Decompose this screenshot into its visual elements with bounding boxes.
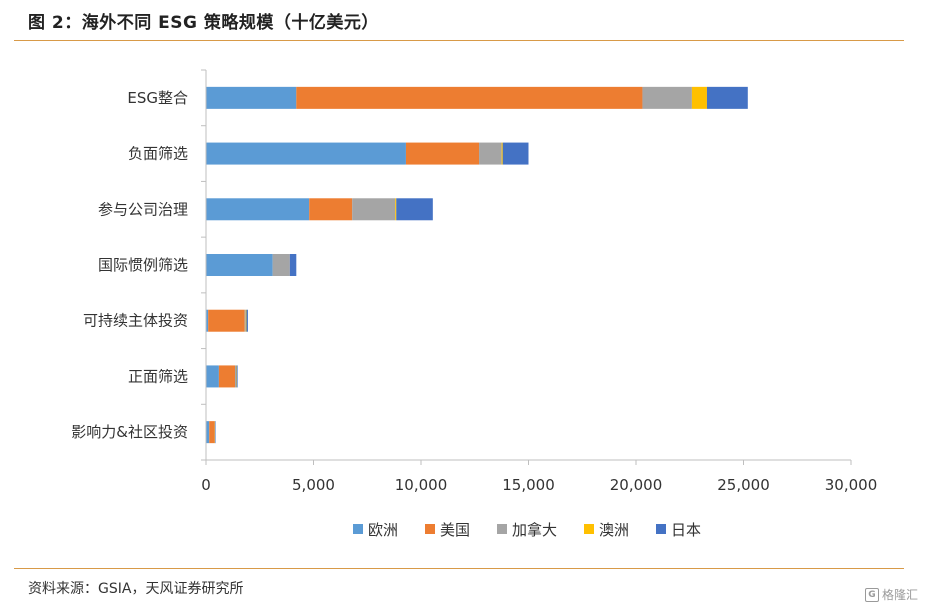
bar-segment <box>309 198 353 221</box>
watermark-logo-icon: G <box>864 587 879 602</box>
source-note: 资料来源：GSIA，天风证券研究所 <box>28 581 244 597</box>
watermark-text: 格隆汇 <box>881 588 918 602</box>
category-label: 正面筛选 <box>128 367 188 385</box>
bar-segment <box>208 309 245 332</box>
bar-segment <box>245 309 247 332</box>
legend-label: 澳洲 <box>599 521 629 539</box>
bar-segment <box>405 142 480 165</box>
x-tick-label: 30,000 <box>825 476 878 494</box>
category-label: 影响力&社区投资 <box>71 423 188 441</box>
bar-segment <box>235 365 237 388</box>
legend-label: 加拿大 <box>512 521 557 539</box>
legend-swatch <box>656 524 666 534</box>
legend-swatch <box>584 524 594 534</box>
bar-segment <box>244 309 246 332</box>
category-label: 参与公司治理 <box>98 200 188 218</box>
x-tick-label: 10,000 <box>395 476 448 494</box>
legend-swatch <box>353 524 363 534</box>
bar-segment <box>236 365 237 388</box>
title-divider <box>14 40 904 41</box>
category-label: ESG整合 <box>127 89 188 107</box>
category-label: 可持续主体投资 <box>83 312 188 330</box>
bar-segment <box>206 309 209 332</box>
bar-segment <box>246 309 248 332</box>
bar-segment <box>218 365 236 388</box>
chart-title: 图 2：海外不同 ESG 策略规模（十亿美元） <box>28 13 379 33</box>
bar-segment <box>289 254 297 276</box>
bar-segment <box>502 142 529 165</box>
x-tick-label: 25,000 <box>717 476 770 494</box>
x-tick-label: 0 <box>201 476 211 494</box>
x-tick-label: 20,000 <box>610 476 663 494</box>
bar-segment <box>206 254 273 276</box>
footer-divider <box>14 568 904 569</box>
legend-swatch <box>425 524 435 534</box>
legend-label: 欧洲 <box>368 521 398 539</box>
bar-segment <box>479 142 502 165</box>
watermark: G 格隆汇 <box>864 586 918 603</box>
bar-segment <box>706 86 748 109</box>
bar-segment <box>691 86 707 109</box>
bar-segment <box>206 142 406 165</box>
x-tick-label: 5,000 <box>292 476 335 494</box>
bar-segment <box>352 198 396 221</box>
bar-segment <box>395 198 397 221</box>
legend: 欧洲 美国 加拿大 澳洲 日本 <box>353 521 701 539</box>
bar-segment <box>206 365 219 388</box>
category-label: 负面筛选 <box>128 145 188 163</box>
bar-segment <box>501 142 503 165</box>
category-label: 国际惯例筛选 <box>98 256 188 274</box>
bar-segment <box>206 86 297 109</box>
bar-segment <box>209 421 215 444</box>
axis-layer: ESG整合负面筛选参与公司治理国际惯例筛选可持续主体投资正面筛选影响力&社区投资… <box>71 69 878 494</box>
bars-layer <box>206 86 748 444</box>
bar-segment <box>215 421 216 444</box>
bar-segment <box>236 365 238 388</box>
legend-label: 日本 <box>671 521 701 539</box>
bar-segment <box>642 86 692 109</box>
legend-label: 美国 <box>440 521 470 539</box>
x-tick-label: 15,000 <box>502 476 555 494</box>
bar-segment <box>396 198 433 221</box>
bar-segment <box>272 254 290 276</box>
bar-segment <box>296 86 643 109</box>
bar-segment <box>206 198 310 221</box>
bar-segment <box>206 421 210 444</box>
legend-swatch <box>497 524 507 534</box>
